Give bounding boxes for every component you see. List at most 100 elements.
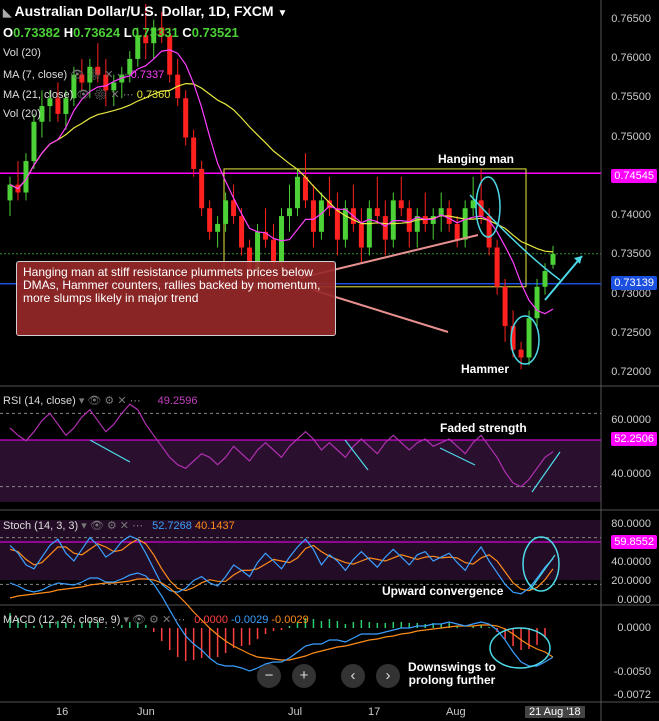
price-axis-label-9: 0.72000 [611, 366, 651, 379]
candle-65 [526, 318, 532, 358]
legend-stoch[interactable]: Stoch (14, 3, 3) ▾ 👁 ⚙ ✕ ⋯ 52.7268 40.14… [3, 520, 235, 532]
candle-67 [542, 271, 548, 287]
candle-37 [302, 176, 308, 201]
rsi-arrow-2 [439, 447, 476, 466]
candle-4 [39, 106, 45, 122]
crosshair-time-tag: 21 Aug '18 [525, 706, 585, 718]
stoch-d-line [9, 538, 554, 592]
candle-36 [294, 176, 300, 209]
rsi-line [9, 403, 554, 488]
candle-12 [103, 74, 109, 91]
candle-63 [510, 326, 516, 350]
scroll-right-button[interactable]: › [376, 664, 400, 688]
downswings-label: Downswings to prolong further [408, 660, 496, 687]
rsi-arrow-0 [89, 439, 131, 463]
candle-51 [414, 216, 420, 232]
stoch-axis-80: 80.0000 [611, 518, 651, 530]
candle-59 [478, 200, 484, 217]
rsi-axis-60: 60.0000 [611, 414, 651, 426]
legend-ma7[interactable]: MA (7, close) 👁 ⚙ ✕ ⋯ 0.7337 [3, 69, 165, 81]
candle-62 [502, 286, 508, 327]
candle-40 [326, 200, 332, 209]
candle-39 [318, 200, 324, 232]
scroll-left-button[interactable]: ‹ [341, 664, 365, 688]
time-label-jul: Jul [288, 706, 303, 718]
stoch-axis-40: 40.0000 [611, 556, 651, 568]
time-label-aug: Aug [446, 706, 466, 718]
stoch-value-tag: 59.8552 [611, 535, 657, 549]
legend-macd[interactable]: MACD (12, 26, close, 9) ▾ 👁 ⚙ ✕ ⋯ 0.0000… [3, 614, 309, 626]
candle-2 [23, 161, 29, 193]
rally-arrow [544, 255, 583, 301]
candle-28 [231, 200, 237, 217]
legend-ma21[interactable]: MA (21, close) 👁 ⚙ ✕ ⋯ 0.7360 [3, 89, 171, 101]
candle-13 [111, 82, 117, 91]
macd-ellipse [489, 627, 551, 669]
candle-26 [215, 223, 221, 232]
hammer-label: Hammer [461, 362, 510, 376]
stoch-axis-20: 20.0000 [611, 575, 651, 587]
upward-convergence-label: Upward convergence [382, 584, 504, 598]
candle-29 [239, 216, 245, 248]
price-axis-label-0: 0.76500 [611, 12, 651, 25]
hanging-man-label: Hanging man [438, 152, 515, 166]
candle-20 [167, 35, 173, 75]
trend-arc [469, 194, 561, 281]
candle-31 [255, 231, 261, 272]
candle-49 [398, 200, 404, 209]
rsi-arrow-3 [531, 451, 561, 493]
candle-50 [406, 208, 412, 232]
candle-23 [191, 137, 197, 169]
legend-vol[interactable]: Vol (20) [3, 47, 41, 59]
candle-68 [550, 253, 556, 265]
time-label-17: 17 [368, 706, 381, 718]
candle-15 [127, 58, 133, 75]
candle-38 [310, 200, 316, 232]
stoch-ellipse [522, 536, 560, 592]
candle-6 [55, 98, 61, 114]
candle-33 [271, 239, 277, 264]
range-rectangle [223, 168, 527, 288]
candle-46 [374, 208, 380, 217]
symbol-title[interactable]: ◣ Australian Dollar/U.S. Dollar, 1D, FXC… [3, 3, 288, 19]
stoch-k-line [9, 535, 554, 595]
candle-58 [470, 200, 476, 209]
price-axis-label-1: 0.76000 [611, 51, 651, 64]
macd-axis-minus-0050: -0.0050 [613, 666, 651, 678]
rsi-axis-40: 40.0000 [611, 468, 651, 480]
candle-11 [95, 66, 101, 75]
candle-54 [438, 208, 444, 217]
time-label-16: 16 [56, 706, 69, 718]
rsi-arrow-1 [344, 439, 369, 471]
macd-signal-line [9, 578, 554, 661]
stoch-band [0, 520, 601, 580]
legend-vol-2[interactable]: Vol (20) [3, 108, 41, 120]
hanging-man-ellipse [475, 176, 501, 238]
candle-7 [63, 98, 69, 114]
price-axis-label-8: 0.72500 [611, 326, 651, 339]
candle-17 [143, 35, 149, 44]
candle-8 [71, 74, 77, 99]
candle-32 [263, 231, 269, 240]
hammer-ellipse [510, 315, 540, 365]
stoch-arrow [529, 554, 556, 591]
price-axis-label-3: 0.75000 [611, 130, 651, 143]
candle-24 [199, 168, 205, 209]
candle-45 [366, 208, 372, 248]
candle-47 [382, 216, 388, 240]
price-axis-label-6: 0.73500 [611, 248, 651, 261]
macd-axis-minus-0072: -0.0072 [613, 689, 651, 701]
candle-27 [223, 200, 229, 224]
ma21-line [9, 82, 554, 253]
legend-rsi[interactable]: RSI (14, close) ▾ 👁 ⚙ ✕ ⋯ 49.2596 [3, 395, 198, 407]
faded-strength-label: Faded strength [440, 421, 527, 435]
candle-35 [286, 208, 292, 217]
candle-41 [334, 208, 340, 240]
collapse-icon[interactable]: ◣ [3, 7, 15, 19]
zoom-out-button[interactable]: − [257, 664, 281, 688]
candle-34 [279, 216, 284, 264]
zoom-in-button[interactable]: + [292, 664, 316, 688]
chevron-down-icon[interactable]: ▼ [277, 8, 288, 19]
stoch-axis-0: 0.0000 [617, 594, 651, 606]
